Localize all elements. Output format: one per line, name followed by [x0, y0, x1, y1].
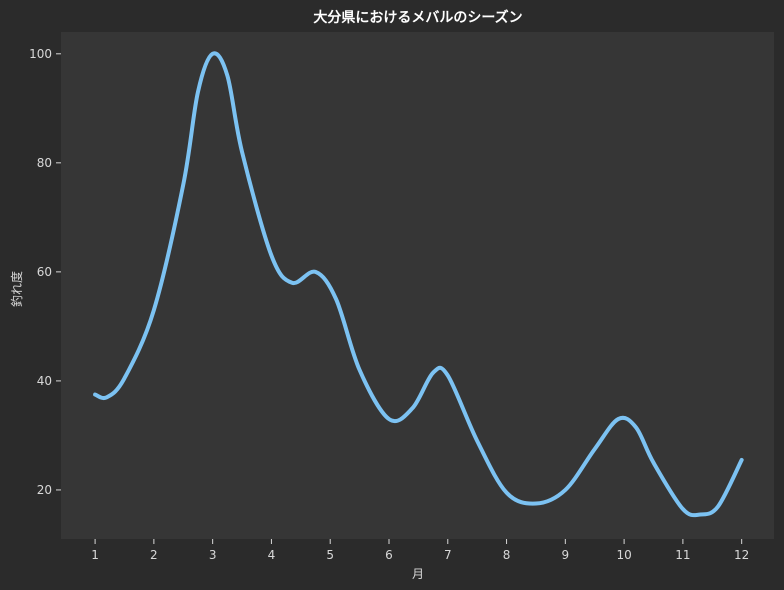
x-axis-label: 月: [412, 567, 424, 581]
x-tick-label: 5: [326, 548, 334, 562]
chart-title: 大分県におけるメバルのシーズン: [313, 9, 522, 26]
x-tick-label: 12: [734, 548, 749, 562]
x-tick-label: 2: [150, 548, 158, 562]
x-tick-label: 6: [385, 548, 393, 562]
y-tick-label: 20: [37, 483, 52, 497]
x-tick-label: 4: [268, 548, 276, 562]
y-tick-label: 40: [37, 374, 52, 388]
y-tick-label: 80: [37, 156, 52, 170]
x-tick-label: 10: [616, 548, 631, 562]
y-axis: 20 40 60 80 100: [29, 47, 61, 497]
plot-area: [61, 32, 774, 539]
series-line: [93, 51, 744, 518]
x-tick-label: 3: [209, 548, 217, 562]
y-axis-label: 釣れ度: [9, 271, 24, 307]
x-tick-label: 11: [675, 548, 690, 562]
y-tick-label: 60: [37, 265, 52, 279]
x-tick-label: 1: [91, 548, 99, 562]
y-tick-label: 100: [29, 47, 52, 61]
x-axis: 1 2 3 4 5 6 7 8 9 10 11 12: [91, 539, 749, 562]
x-tick-label: 7: [444, 548, 452, 562]
x-tick-label: 9: [562, 548, 570, 562]
x-tick-label: 8: [503, 548, 511, 562]
